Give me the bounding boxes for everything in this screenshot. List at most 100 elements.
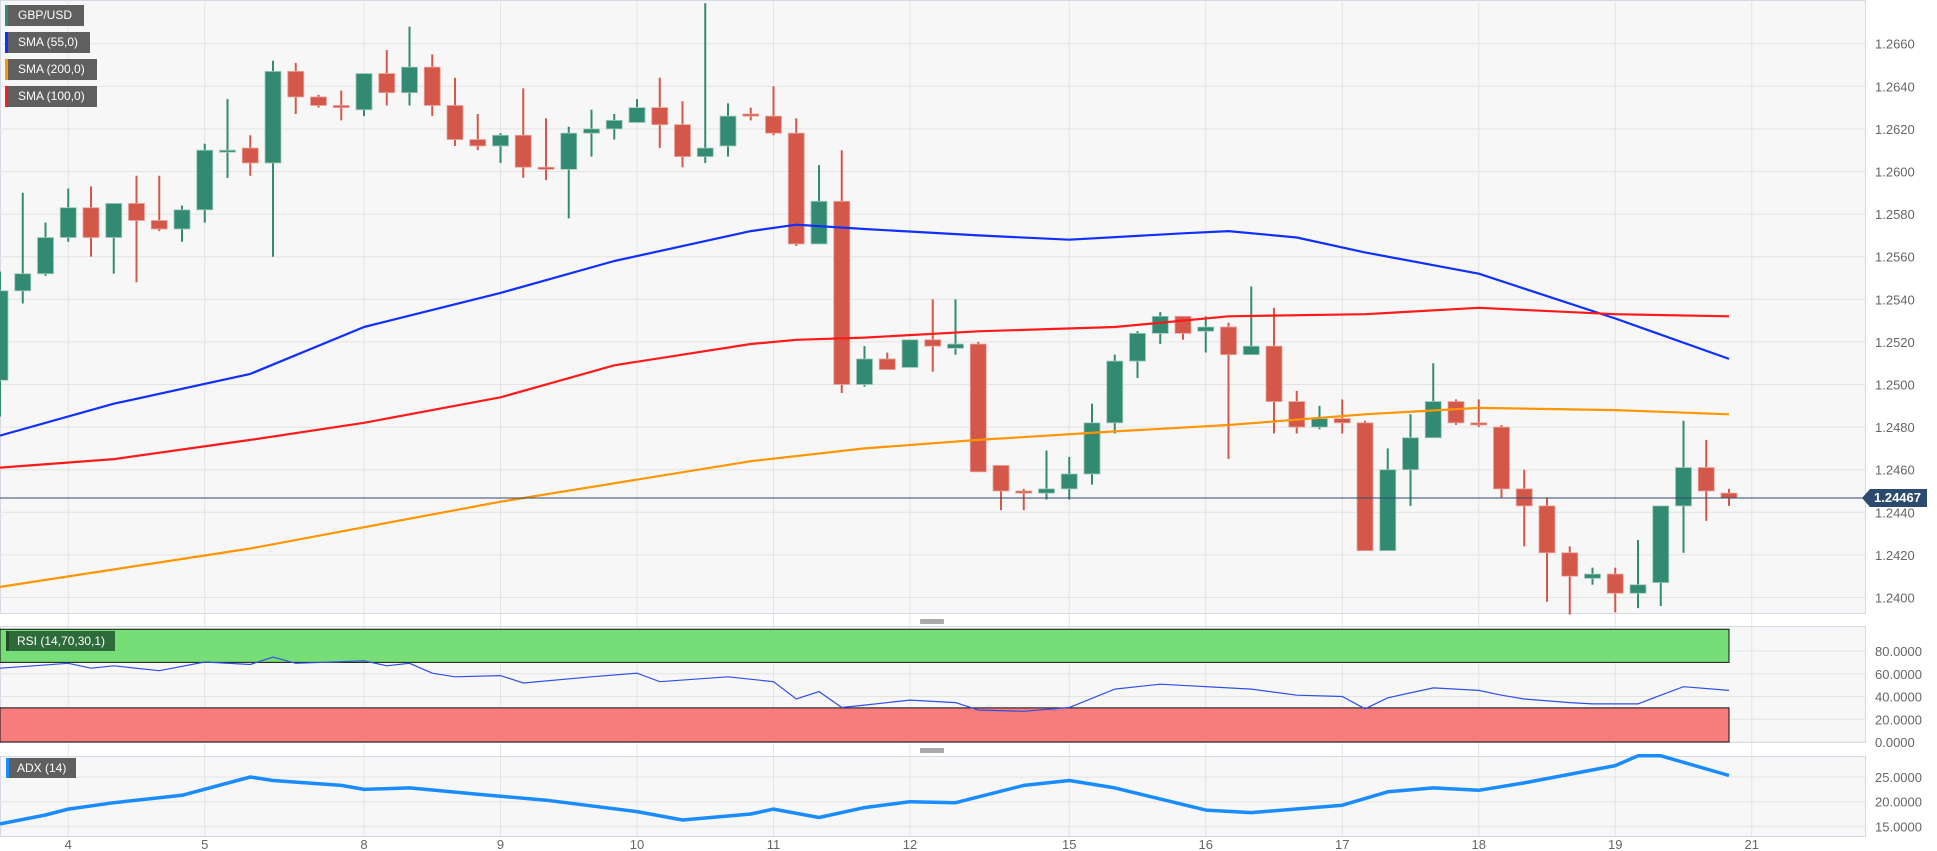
bearish-candle [674, 101, 691, 168]
bullish-candle [37, 222, 54, 276]
bullish-candle [0, 271, 9, 417]
bullish-candle [1060, 456, 1078, 500]
bearish-candle [787, 118, 805, 247]
bullish-candle [196, 143, 214, 223]
bearish-candle [310, 94, 327, 108]
candle-body [401, 66, 418, 94]
price-axis-label: 1.2520 [1875, 335, 1915, 350]
bullish-candle [59, 188, 77, 242]
bullish-candle [105, 203, 123, 274]
bullish-candle [719, 103, 737, 157]
candle-body [537, 166, 555, 170]
candle-body [1129, 332, 1146, 362]
adx-line [0, 754, 1730, 826]
candle-body [719, 115, 737, 147]
time-axis-label: 15 [1062, 837, 1076, 851]
bullish-candle [14, 192, 32, 304]
candle-body [969, 343, 987, 473]
bearish-candle [1356, 420, 1374, 552]
candle-body [82, 207, 100, 238]
candle-body [1242, 345, 1260, 356]
rsi-axis-label: 20.0000 [1875, 712, 1922, 727]
candle-body [1265, 345, 1283, 402]
bearish-candle [514, 88, 532, 178]
legend-sma-100[interactable]: SMA (100,0) [5, 86, 97, 107]
bearish-candle [287, 62, 305, 114]
bearish-candle [1697, 439, 1715, 521]
candle-body [59, 207, 77, 238]
candle-body [1379, 469, 1397, 552]
bullish-candle [173, 205, 191, 242]
adx-label[interactable]: ADX (14) [6, 758, 77, 778]
bearish-candle [446, 77, 464, 146]
rsi-axis-label: 40.0000 [1875, 690, 1922, 705]
candle-body [1311, 418, 1328, 428]
legend-symbol[interactable]: GBP/USD [5, 5, 85, 26]
bearish-candle [82, 186, 100, 257]
candle-body [446, 105, 464, 140]
legend-sma-55[interactable]: SMA (55,0) [5, 32, 91, 53]
bullish-candle [628, 99, 646, 123]
time-axis-label: 12 [903, 837, 917, 851]
panel-resize-handle[interactable] [920, 748, 944, 753]
candle-body [1470, 422, 1488, 426]
candle-body [1220, 326, 1237, 356]
candle-body [378, 73, 396, 94]
candle-body [742, 113, 760, 117]
bearish-candle [765, 86, 782, 136]
bearish-candle [128, 175, 145, 283]
rsi-label[interactable]: RSI (14,70,30,1) [6, 631, 116, 651]
candle-body [651, 107, 669, 126]
bullish-candle [1151, 312, 1169, 345]
bullish-candle [1402, 414, 1419, 506]
bullish-candle [355, 73, 373, 117]
candle-body [1106, 360, 1124, 424]
bearish-candle [1447, 399, 1465, 425]
rsi-axis-label: 80.0000 [1875, 644, 1922, 659]
candle-body [469, 139, 487, 147]
bullish-candle [560, 126, 578, 219]
rsi-overbought-zone [0, 628, 1730, 663]
bullish-candle [856, 346, 873, 387]
bearish-candle [1470, 399, 1488, 428]
candle-body [37, 237, 54, 275]
time-axis-label: 19 [1608, 837, 1622, 851]
bearish-candle [1515, 469, 1533, 547]
bearish-candle [1265, 307, 1283, 434]
candle-body [196, 149, 214, 211]
bearish-candle [1606, 567, 1624, 613]
bullish-candle [1083, 403, 1101, 485]
bearish-candle [332, 90, 350, 121]
price-axis-label: 1.2560 [1875, 250, 1915, 265]
candle-body [264, 70, 282, 164]
candle-body [924, 339, 942, 347]
candle-body [310, 96, 327, 106]
candle-body [514, 134, 532, 168]
bullish-candle [1675, 420, 1692, 553]
adx-axis-label: 20.0000 [1875, 795, 1922, 810]
candle-body [1333, 418, 1351, 424]
bearish-candle [992, 465, 1010, 511]
price-axis-label: 1.2480 [1875, 420, 1915, 435]
panel-resize-handle[interactable] [920, 619, 944, 624]
candle-body [696, 147, 714, 157]
bearish-candle [1220, 322, 1237, 460]
candle-body [992, 465, 1010, 492]
bullish-candle [1379, 448, 1397, 552]
candle-body [1538, 505, 1556, 554]
candle-body [355, 73, 373, 111]
candle-body [856, 358, 873, 385]
candle-body [1447, 401, 1465, 424]
candle-body [1515, 488, 1533, 507]
price-axis-label: 1.2600 [1875, 165, 1915, 180]
legend-sma-200[interactable]: SMA (200,0) [5, 59, 97, 80]
candle-body [287, 70, 305, 98]
bullish-candle [1106, 354, 1124, 434]
candle-body [1402, 437, 1419, 471]
bullish-candle [1242, 286, 1260, 356]
bullish-candle [696, 3, 714, 163]
bullish-candle [810, 165, 828, 245]
bullish-candle [492, 133, 509, 163]
rsi-axis-label: 60.0000 [1875, 667, 1922, 682]
time-axis-label: 17 [1335, 837, 1349, 851]
